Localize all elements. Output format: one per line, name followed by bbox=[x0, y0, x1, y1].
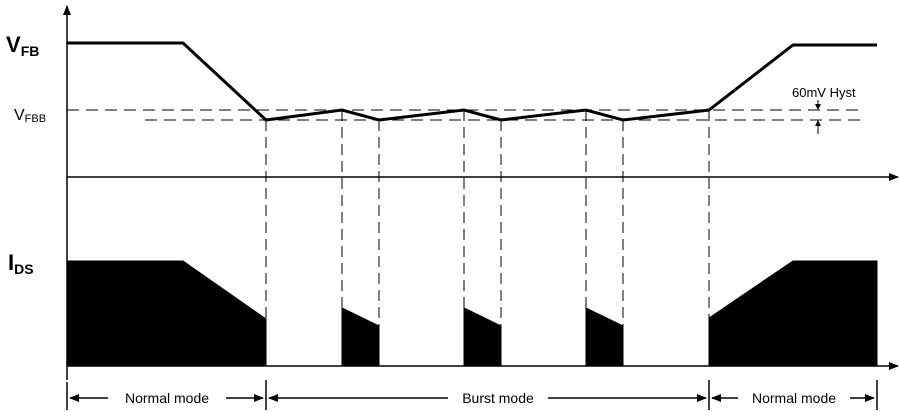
ids-normal-mode-block-left bbox=[66, 260, 267, 367]
ids-burst-pulse bbox=[341, 307, 380, 367]
ids-burst-pulse bbox=[463, 307, 502, 367]
mode-label-normal-left: Normal mode bbox=[125, 390, 209, 406]
ids-waveform bbox=[66, 260, 878, 367]
ids-label: IDS bbox=[8, 250, 34, 277]
vfb-waveform bbox=[67, 41, 877, 122]
mode-label-burst: Burst mode bbox=[462, 390, 534, 406]
mode-label-normal-right: Normal mode bbox=[752, 390, 836, 406]
hysteresis-label: 60mV Hyst bbox=[792, 85, 856, 100]
vfbb-label: VFBB bbox=[14, 107, 46, 125]
ids-normal-mode-block-right bbox=[708, 260, 878, 367]
mode-span-ticks bbox=[66, 380, 878, 410]
vfb-label: VFB bbox=[6, 32, 39, 59]
ids-burst-pulse bbox=[585, 307, 624, 367]
